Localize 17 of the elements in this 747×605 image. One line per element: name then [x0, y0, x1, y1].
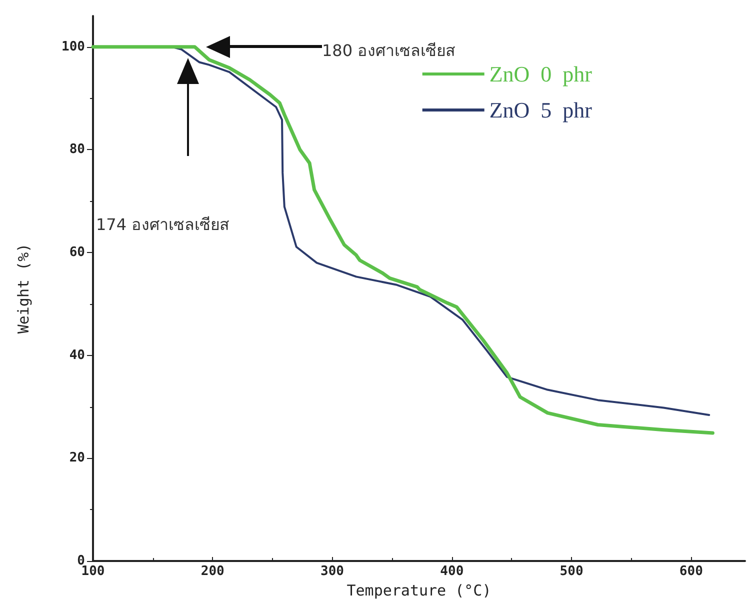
- x-tick-label: 400: [440, 564, 464, 579]
- y-tick-label: 20: [69, 450, 86, 466]
- y-tick-label: 80: [69, 142, 86, 158]
- x-tick-label: 200: [200, 564, 225, 579]
- annotation: 180 องศาเซลเซียส: [322, 40, 456, 62]
- annotation: 174 องศาเซลเซียส: [96, 214, 230, 236]
- legend-label: ZnO 0 phr: [489, 62, 593, 86]
- y-tick-label: 100: [62, 39, 86, 54]
- x-tick-label: 500: [560, 564, 584, 579]
- x-tick-label: 100: [81, 564, 105, 579]
- y-tick-label: 40: [69, 348, 86, 363]
- x-tick-label: 600: [679, 564, 704, 579]
- x-axis-title: Temperature (°C): [346, 582, 492, 600]
- x-tick-label: 300: [320, 564, 344, 579]
- legend-label: ZnO 5 phr: [489, 98, 593, 122]
- y-axis-title: Weight (%): [14, 243, 32, 334]
- y-tick-label: 60: [69, 245, 86, 260]
